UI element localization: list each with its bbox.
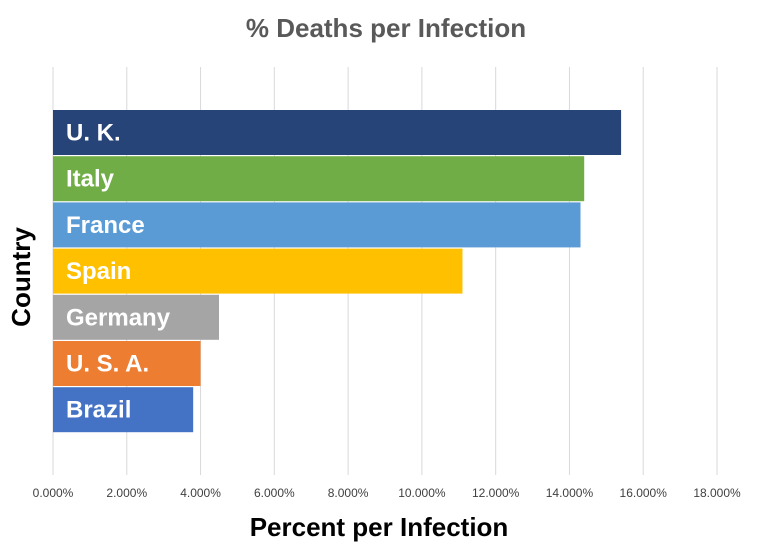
bar: [53, 387, 194, 433]
bar: [53, 156, 585, 202]
x-tick-label: 18.000%: [693, 486, 741, 500]
bar: [53, 341, 201, 386]
x-tick-label: 10.000%: [398, 486, 446, 500]
bars: [53, 110, 622, 433]
bar-labels: U. K. Italy France Spain Germany U. S. A. Braz…: [66, 120, 171, 424]
bar-category-label: Brazil: [66, 397, 131, 424]
chart-title: % Deaths per Infection: [246, 13, 526, 43]
bar-category-label: U. K.: [66, 120, 121, 147]
bar-category-label: Spain: [66, 258, 131, 285]
bar: [53, 248, 463, 294]
x-tick-label: 0.000%: [33, 486, 74, 500]
x-axis-title: Percent per Infection: [250, 512, 509, 542]
x-tick-label: 2.000%: [106, 486, 147, 500]
x-tick-label: 12.000%: [472, 486, 520, 500]
x-tick-label: 6.000%: [254, 486, 295, 500]
bar: [53, 202, 581, 248]
y-axis-title: Country: [6, 227, 36, 327]
x-axis-ticks: 0.000% 2.000% 4.000% 6.000% 8.000% 10.000% 12.…: [33, 486, 741, 500]
bar-category-label: France: [66, 212, 145, 239]
x-tick-label: 16.000%: [620, 486, 668, 500]
x-tick-label: 4.000%: [180, 486, 221, 500]
bar-category-label: Italy: [66, 166, 115, 193]
bar: [53, 110, 622, 155]
bar-category-label: Germany: [66, 304, 171, 331]
bar: [53, 294, 219, 340]
x-tick-label: 8.000%: [328, 486, 369, 500]
bar-category-label: U. S. A.: [66, 351, 149, 378]
x-tick-label: 14.000%: [546, 486, 594, 500]
